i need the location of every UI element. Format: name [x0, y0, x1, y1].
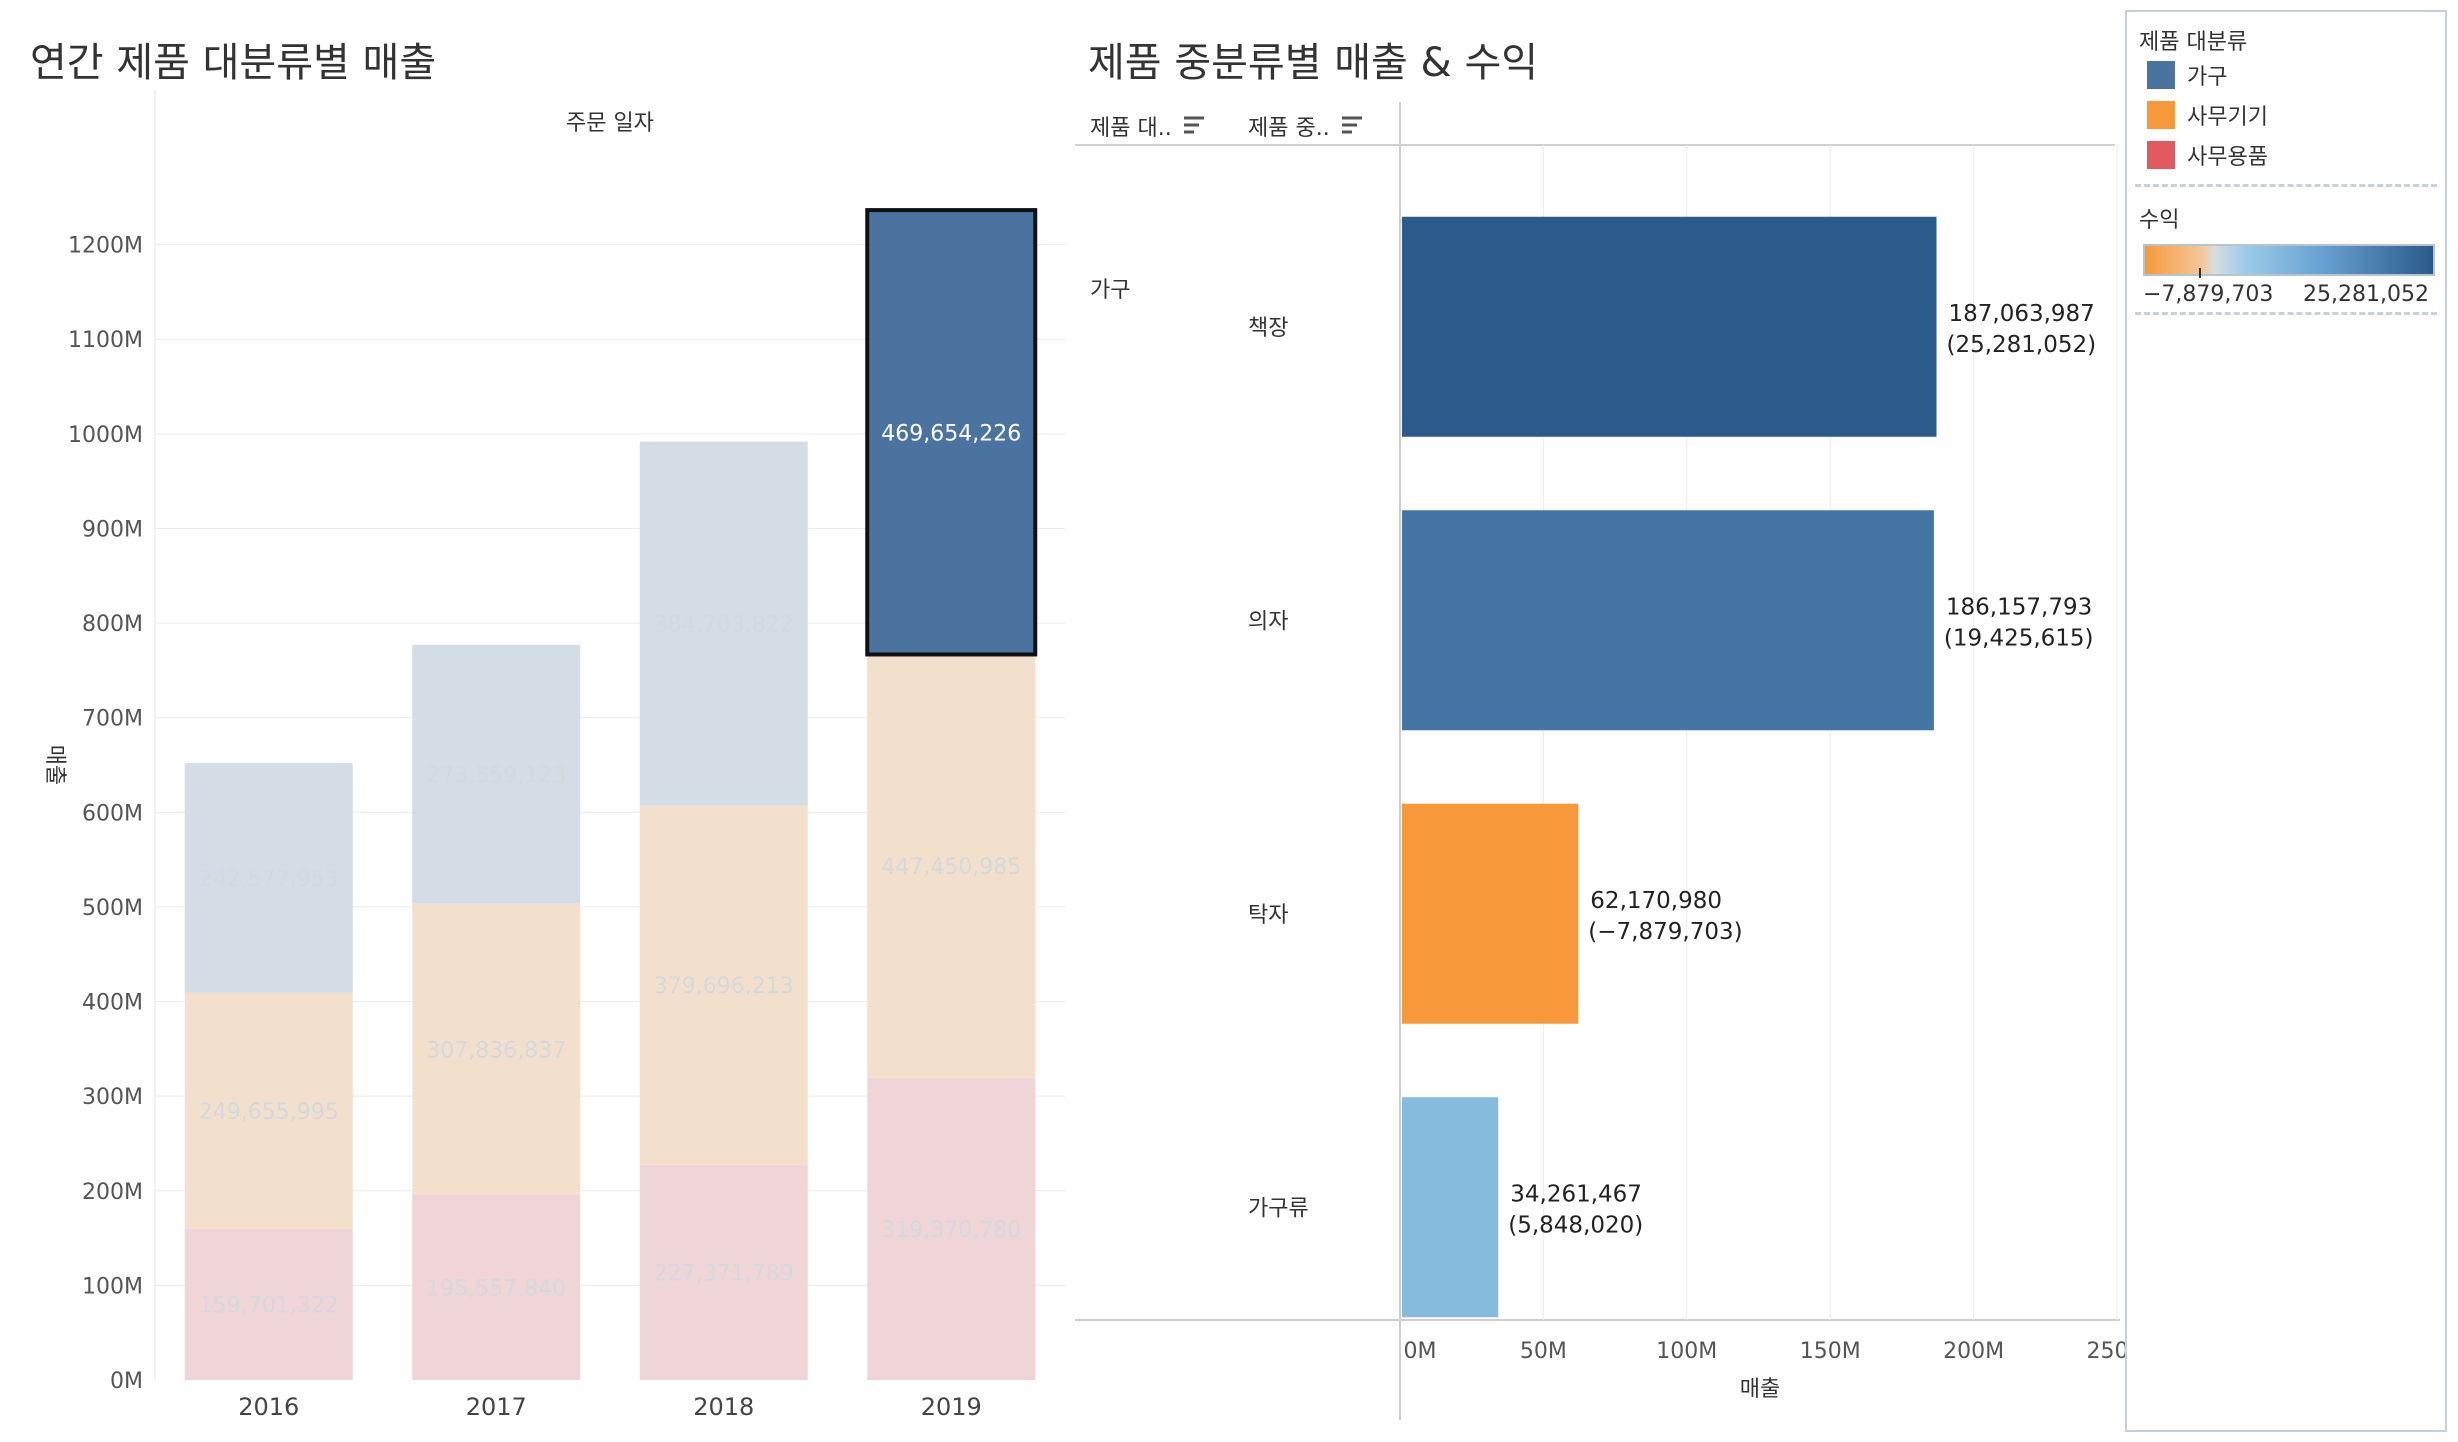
- bar-value-label: 273,559,123: [426, 763, 566, 788]
- y-tick-label: 0M: [110, 1369, 143, 1394]
- y-tick-label: 400M: [82, 991, 143, 1016]
- y-tick-label: 100M: [82, 1274, 143, 1299]
- x-header: 주문 일자: [566, 111, 654, 136]
- bar-segment: [412, 1194, 581, 1380]
- bar-segment: [412, 644, 581, 904]
- profit-min-label: −7,879,703: [2143, 282, 2274, 307]
- sales-bar: [1402, 803, 1579, 1024]
- legend-panel: 제품 대분류 가구 사무기기 사무용품 수익 −7,879,703 25,281…: [2125, 10, 2447, 1432]
- bar-segment: [867, 654, 1036, 1078]
- col-header-subcategory: 제품 중..: [1248, 116, 1330, 141]
- bar-value-label: 469,654,226: [881, 421, 1021, 446]
- bar-value-label: 379,696,213: [654, 974, 794, 999]
- profit-value-label: (5,848,020): [1508, 1212, 1643, 1238]
- bar-segment: [639, 805, 808, 1165]
- sales-value-label: 34,261,467: [1510, 1181, 1642, 1207]
- y-tick-label: 600M: [82, 801, 143, 826]
- y-tick-label: 900M: [82, 517, 143, 542]
- annual-sales-chart: 주문 일자 0M 100M 200M 300M 400M 500M 600M 700M 800M 9…: [42, 90, 1065, 1421]
- subcategory-label: 책장: [1248, 316, 1288, 341]
- subcategory-label: 가구류: [1248, 1196, 1309, 1221]
- bar-segment: [412, 903, 581, 1195]
- x-tick-label: 150M: [1800, 1339, 1861, 1364]
- x-tick-label: 250M: [2087, 1339, 2125, 1364]
- x-tick-label: 2018: [693, 1393, 754, 1421]
- col-header-category: 제품 대..: [1090, 116, 1172, 141]
- legend-label-office-supplies: 사무용품: [2187, 145, 2268, 170]
- legend-divider-2: [2135, 312, 2437, 315]
- y-tick-label: 500M: [82, 896, 143, 921]
- bar-value-label: 249,655,995: [199, 1100, 339, 1125]
- legend-item-office-machines[interactable]: 사무기기: [2147, 100, 2268, 130]
- legend-swatch-office-supplies: [2147, 141, 2175, 169]
- profit-value-label: (19,425,615): [1944, 625, 2094, 651]
- x-tick-label: 200M: [1943, 1339, 2004, 1364]
- y-tick-label: 700M: [82, 707, 143, 732]
- x-axis-label: 매출: [1740, 1377, 1780, 1402]
- y-tick-label: 1200M: [68, 234, 143, 259]
- legend-label-furniture: 가구: [2187, 65, 2228, 90]
- bar-segment: [184, 763, 353, 993]
- x-tick-label: 2017: [466, 1393, 527, 1421]
- bar-value-label: 242,577,953: [199, 867, 339, 892]
- y-tick-label: 800M: [82, 612, 143, 637]
- x-tick-label: 50M: [1520, 1339, 1567, 1364]
- legend-title: 제품 대분류: [2139, 30, 2248, 55]
- x-tick-label: 100M: [1656, 1339, 1717, 1364]
- legend-swatch-office-machines: [2147, 101, 2175, 129]
- sales-bar: [1402, 216, 1937, 437]
- y-axis-label: 매출: [42, 745, 67, 785]
- profit-max-label: 25,281,052: [2303, 282, 2429, 307]
- y-tick-label: 1000M: [68, 423, 143, 448]
- legend-item-furniture[interactable]: 가구: [2147, 60, 2227, 90]
- bar-value-label: 384,703,822: [654, 613, 794, 638]
- y-tick-label: 200M: [82, 1180, 143, 1205]
- x-tick-label: 2016: [238, 1393, 299, 1421]
- sales-value-label: 62,170,980: [1590, 888, 1722, 914]
- bar-segment: [639, 441, 808, 806]
- x-tick-label: 0M: [1404, 1339, 1437, 1364]
- bar-segment: [867, 1077, 1036, 1380]
- profit-value-label: (−7,879,703): [1588, 919, 1742, 945]
- legend-swatch-furniture: [2147, 61, 2175, 89]
- subcategory-label: 탁자: [1248, 903, 1288, 928]
- bar-segment: [639, 1164, 808, 1380]
- sales-value-label: 186,157,793: [1946, 594, 2092, 620]
- profit-color-ramp: [2143, 244, 2435, 276]
- profit-zero-tick: [2199, 268, 2201, 278]
- bar-value-label: 227,371,789: [654, 1261, 794, 1286]
- subcategory-label: 의자: [1248, 609, 1288, 634]
- left-chart-title: 연간 제품 대분류별 매출: [30, 40, 437, 86]
- x-tick-label: 2019: [921, 1393, 982, 1421]
- bar-segment: [184, 1228, 353, 1380]
- bar-value-label: 159,701,322: [199, 1293, 339, 1318]
- profit-value-label: (25,281,052): [1946, 332, 2096, 358]
- bar-value-label: 195,557,840: [426, 1276, 566, 1301]
- sales-value-label: 187,063,987: [1948, 301, 2094, 327]
- bar-value-label: 307,836,837: [426, 1038, 566, 1063]
- legend-divider: [2135, 184, 2437, 187]
- category-label: 가구: [1090, 278, 1130, 303]
- profit-legend-title: 수익: [2139, 208, 2180, 233]
- right-chart-title: 제품 중분류별 매출 & 수익: [1088, 40, 1539, 86]
- y-tick-label: 1100M: [68, 328, 143, 353]
- legend-item-office-supplies[interactable]: 사무용품: [2147, 140, 2268, 170]
- bar-value-label: 319,370,780: [881, 1218, 1021, 1243]
- bar-segment: [184, 992, 353, 1229]
- sales-bar: [1402, 510, 1934, 731]
- bar-value-label: 447,450,985: [881, 855, 1021, 880]
- y-tick-label: 300M: [82, 1085, 143, 1110]
- bar-segment: [865, 208, 1038, 657]
- sales-bar: [1402, 1097, 1499, 1318]
- legend-label-office-machines: 사무기기: [2187, 105, 2268, 130]
